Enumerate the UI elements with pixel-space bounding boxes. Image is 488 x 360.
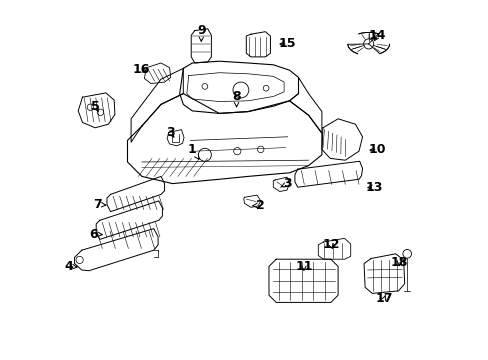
Text: 11: 11: [295, 260, 312, 273]
Text: 5: 5: [91, 100, 99, 113]
Text: 1: 1: [187, 143, 199, 159]
Text: 7: 7: [93, 198, 106, 211]
Text: 14: 14: [368, 29, 386, 42]
Text: 2: 2: [252, 199, 264, 212]
Text: 18: 18: [390, 256, 407, 269]
Text: 6: 6: [89, 228, 102, 240]
Text: 15: 15: [278, 37, 296, 50]
Text: 10: 10: [368, 143, 386, 156]
Text: 8: 8: [232, 90, 241, 107]
Text: 13: 13: [365, 181, 382, 194]
Text: 4: 4: [64, 260, 77, 273]
Text: 12: 12: [322, 238, 339, 251]
Text: 3: 3: [166, 126, 175, 139]
Text: 17: 17: [375, 292, 392, 305]
Text: 3: 3: [280, 177, 291, 190]
Text: 16: 16: [132, 63, 149, 76]
Text: 9: 9: [197, 24, 205, 41]
